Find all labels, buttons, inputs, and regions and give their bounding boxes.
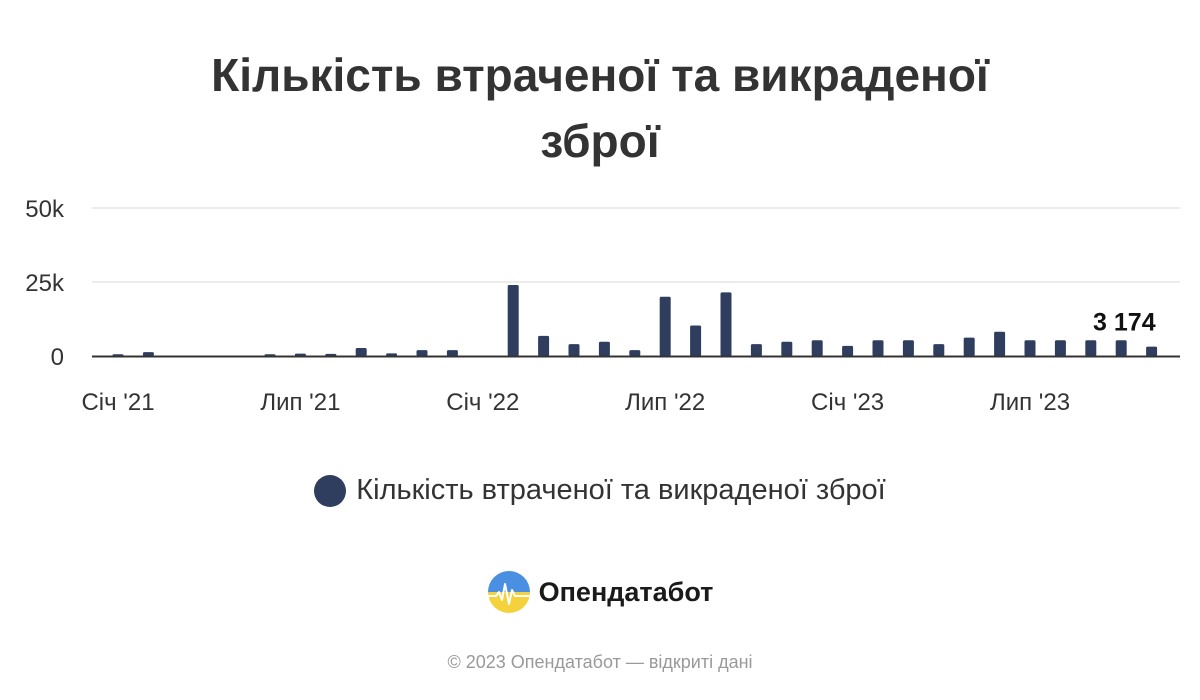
- footer-copyright: © 2023 Опендатабот — відкриті дані: [447, 652, 753, 672]
- bar[interactable]: [811, 340, 823, 356]
- bar[interactable]: [872, 340, 884, 356]
- bar[interactable]: [294, 353, 306, 356]
- bar[interactable]: [842, 345, 854, 356]
- bar[interactable]: [416, 350, 428, 356]
- bar[interactable]: [568, 344, 580, 356]
- bar[interactable]: [750, 344, 762, 356]
- bar[interactable]: [690, 325, 702, 356]
- bar[interactable]: [659, 296, 671, 356]
- x-tick-label: Січ '23: [811, 389, 884, 416]
- bar[interactable]: [720, 292, 732, 356]
- bar[interactable]: [629, 350, 641, 356]
- bar[interactable]: [933, 344, 945, 356]
- brand-name: Опендатабот: [538, 576, 714, 607]
- bar[interactable]: [963, 337, 975, 356]
- bar[interactable]: [355, 348, 367, 356]
- bar[interactable]: [902, 340, 914, 356]
- bar[interactable]: [1146, 346, 1158, 356]
- x-tick-label: Січ '21: [81, 389, 154, 416]
- grid-lines: [92, 207, 1180, 283]
- y-tick-label: 0: [51, 344, 64, 371]
- opendatabot-logo-icon: [487, 571, 530, 613]
- bar[interactable]: [1085, 340, 1097, 356]
- bar[interactable]: [994, 331, 1006, 356]
- legend-swatch-icon: [314, 474, 347, 507]
- legend[interactable]: Кількість втраченої та викраденої зброї: [0, 474, 1200, 507]
- bar[interactable]: [142, 352, 154, 356]
- data-labels: 3 174: [1093, 309, 1156, 337]
- x-axis: Січ '21 Лип '21 Січ '22 Лип '22 Січ '23 Лип '…: [81, 355, 1180, 416]
- bar[interactable]: [507, 284, 519, 356]
- bar[interactable]: [386, 353, 398, 356]
- x-tick-label: Лип '22: [625, 389, 705, 416]
- x-tick-label: Лип '23: [990, 389, 1070, 416]
- data-label: 3 174: [1093, 309, 1156, 337]
- bar[interactable]: [538, 335, 550, 356]
- y-tick-label: 25k: [25, 270, 65, 297]
- bar[interactable]: [1115, 340, 1127, 356]
- bar[interactable]: [325, 353, 337, 356]
- bars: [112, 284, 1158, 356]
- bar[interactable]: [446, 350, 458, 356]
- y-axis: 0 25k 50k: [25, 196, 65, 371]
- y-tick-label: 50k: [25, 196, 65, 223]
- bar[interactable]: [781, 341, 793, 356]
- chart-title: Кількість втраченої та викраденої зброї: [0, 42, 1200, 174]
- brand: Опендатабот: [0, 570, 1200, 614]
- bar[interactable]: [1024, 340, 1036, 356]
- bar[interactable]: [1054, 340, 1066, 356]
- chart-title-line-2: зброї: [540, 115, 660, 167]
- x-tick-label: Січ '22: [446, 389, 519, 416]
- bar[interactable]: [598, 341, 610, 356]
- x-tick-label: Лип '21: [260, 389, 340, 416]
- legend-label: Кількість втраченої та викраденої зброї: [356, 474, 886, 506]
- chart-title-line-1: Кількість втраченої та викраденої: [211, 49, 989, 101]
